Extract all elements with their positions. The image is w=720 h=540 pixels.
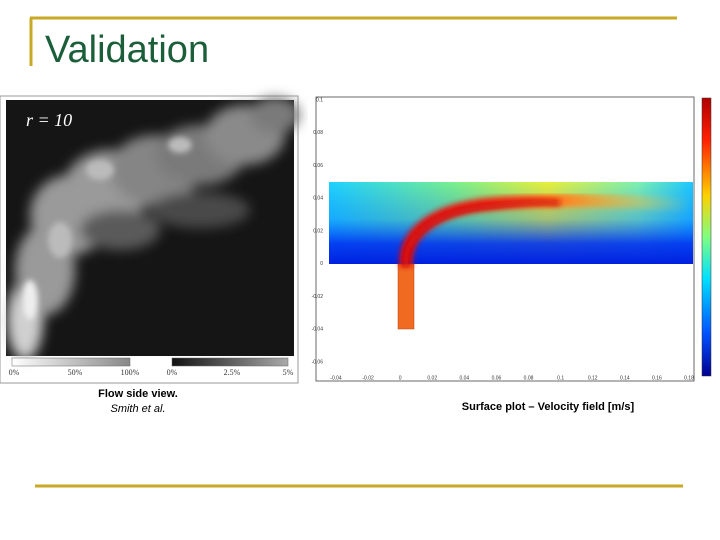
velocity-plot bbox=[308, 96, 720, 383]
scale-label: 5% bbox=[283, 368, 294, 377]
scale-label: 100% bbox=[121, 368, 140, 377]
y-axis-label: -0.04 bbox=[312, 327, 324, 333]
scale-label: 0% bbox=[9, 368, 20, 377]
y-axis-label: 0.1 bbox=[316, 97, 323, 103]
scale-label: 0% bbox=[167, 368, 178, 377]
slide-title: Validation bbox=[45, 29, 209, 71]
x-axis-label: 0.14 bbox=[620, 375, 630, 381]
x-axis-label: 0.16 bbox=[652, 375, 662, 381]
x-axis-label: 0 bbox=[399, 375, 402, 381]
x-axis-label: 0.08 bbox=[524, 375, 534, 381]
y-axis-label: -0.06 bbox=[312, 359, 324, 365]
x-axis-label: 0.12 bbox=[588, 375, 598, 381]
caption: Surface plot – Velocity field [m/s] bbox=[462, 401, 635, 413]
image-label: r = 10 bbox=[26, 110, 72, 130]
x-axis-label: 0.18 bbox=[684, 375, 694, 381]
x-axis-label: -0.02 bbox=[362, 375, 374, 381]
x-axis-label: 0.06 bbox=[492, 375, 502, 381]
scale-label: 2.5% bbox=[224, 368, 241, 377]
credit: Smith et al. bbox=[110, 403, 165, 415]
x-axis-label: 0.1 bbox=[557, 375, 564, 381]
y-axis-label: -0.02 bbox=[312, 294, 324, 300]
y-axis-label: 0.06 bbox=[313, 163, 323, 169]
y-axis-label: 0.04 bbox=[313, 196, 323, 202]
x-axis-label: -0.04 bbox=[330, 375, 342, 381]
flow-photo: r = 10 bbox=[0, 95, 300, 384]
y-axis-label: 0 bbox=[320, 261, 323, 267]
scale-label: 50% bbox=[68, 368, 83, 377]
caption: Flow side view. bbox=[98, 388, 178, 400]
y-axis-label: 0.02 bbox=[313, 228, 323, 234]
x-axis-label: 0.02 bbox=[427, 375, 437, 381]
x-axis-label: 0.04 bbox=[459, 375, 469, 381]
y-axis-label: 0.08 bbox=[313, 130, 323, 136]
